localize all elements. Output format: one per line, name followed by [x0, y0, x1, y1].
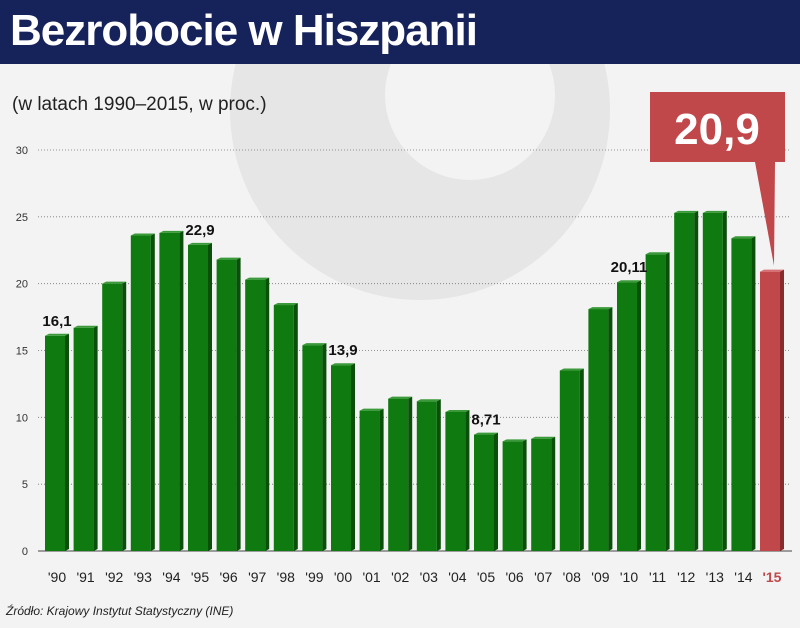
x-tick-label: '11	[649, 569, 666, 585]
y-tick-label: 20	[16, 279, 28, 291]
x-tick-label: '92	[105, 569, 123, 585]
bar	[416, 399, 441, 551]
x-tick-label: '12	[677, 569, 695, 585]
bar	[331, 363, 355, 551]
x-tick-label: '03	[420, 569, 438, 585]
y-tick-label: 25	[16, 212, 28, 224]
bar	[702, 210, 727, 551]
highlight-value: 20,9	[674, 105, 760, 154]
bar	[645, 252, 670, 551]
bar	[216, 257, 241, 551]
x-tick-label: '97	[248, 569, 266, 585]
bar	[674, 210, 699, 551]
bar	[130, 233, 155, 551]
x-tick-label: '07	[534, 569, 552, 585]
x-tick-label: '01	[362, 569, 380, 585]
bar	[188, 242, 212, 552]
bar	[73, 325, 98, 551]
y-tick-label: 30	[16, 145, 28, 157]
x-tick-label: '93	[134, 569, 152, 585]
bar	[45, 333, 69, 551]
y-tick-label: 15	[16, 346, 28, 358]
y-tick-label: 0	[22, 546, 28, 558]
bar	[302, 343, 327, 551]
header-bar: Bezrobocie w Hiszpanii	[0, 0, 800, 64]
bar	[273, 303, 298, 551]
x-tick-label: '91	[76, 569, 94, 585]
bar	[531, 436, 556, 551]
x-tick-label: '94	[162, 569, 180, 585]
source-note: Źródło: Krajowy Instytut Statystyczny (I…	[6, 604, 234, 618]
chart-subtitle: (w latach 1990–2015, w proc.)	[12, 94, 267, 115]
bar-highlight	[760, 269, 784, 551]
bar	[617, 280, 641, 551]
x-tick-label: '99	[305, 569, 323, 585]
bar	[102, 281, 127, 551]
bar	[559, 368, 584, 551]
data-label: 16,1	[42, 313, 71, 330]
bar	[588, 307, 613, 551]
y-tick-label: 10	[16, 412, 28, 424]
x-tick-label: '90	[48, 569, 66, 585]
x-tick-label: '15	[763, 569, 782, 585]
x-tick-label: '08	[563, 569, 581, 585]
bar	[359, 408, 384, 551]
bar	[159, 230, 184, 551]
data-label: 13,9	[328, 342, 357, 359]
x-tick-label: '96	[219, 569, 237, 585]
x-tick-label: '14	[734, 569, 752, 585]
x-tick-label: '05	[477, 569, 495, 585]
x-tick-label: '95	[191, 569, 209, 585]
bar	[445, 409, 470, 551]
data-label: 8,71	[471, 412, 500, 429]
x-tick-label: '00	[334, 569, 352, 585]
x-tick-label: '02	[391, 569, 409, 585]
x-tick-label: '04	[448, 569, 466, 585]
chart-title: Bezrobocie w Hiszpanii	[10, 6, 478, 55]
x-tick-label: '13	[706, 569, 724, 585]
y-tick-label: 5	[22, 479, 28, 491]
data-label: 22,9	[185, 222, 214, 239]
highlight-callout: 20,9	[650, 92, 785, 266]
bar	[731, 236, 756, 551]
x-tick-label: '98	[277, 569, 295, 585]
x-tick-label: '09	[591, 569, 609, 585]
bar	[502, 439, 527, 551]
bar	[245, 277, 270, 551]
data-label: 20,11	[611, 259, 648, 276]
bar	[388, 396, 413, 551]
x-tick-label: '06	[505, 569, 523, 585]
x-tick-label: '10	[620, 569, 638, 585]
bar	[474, 432, 498, 551]
